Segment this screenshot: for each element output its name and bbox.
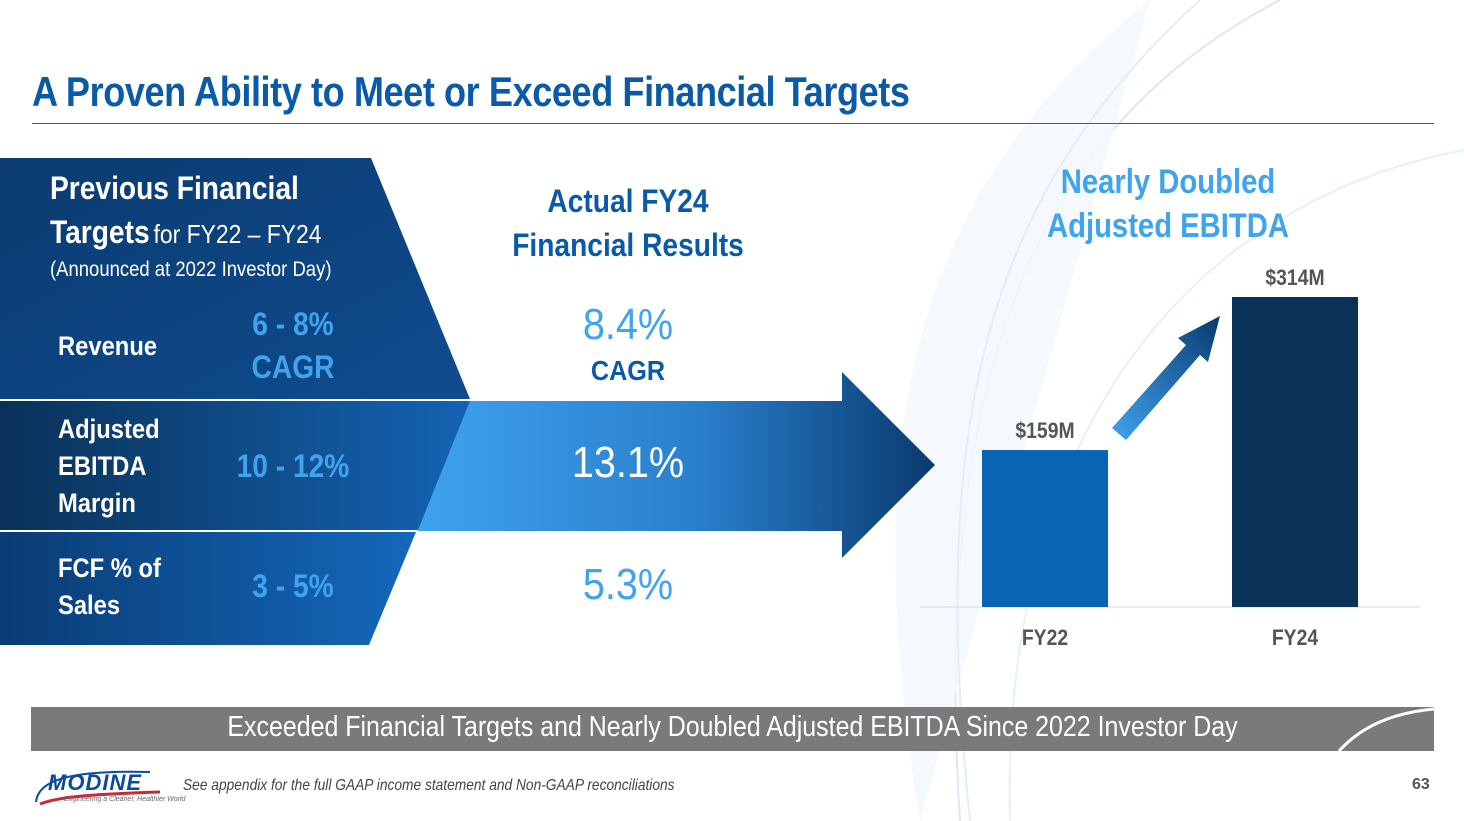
chart-title-line1: Nearly Doubled [1060, 163, 1276, 201]
bar-fy22 [982, 450, 1108, 607]
targets-subheading: (Announced at 2022 Investor Day) [50, 258, 332, 281]
revenue-target-unit: CAGR [251, 349, 335, 385]
logo-wordmark: MODINE [48, 770, 142, 795]
actual-fcf-value: 5.3% [582, 560, 674, 609]
bar-fy24 [1232, 297, 1358, 607]
fcf-target-value: 3 - 5% [252, 568, 334, 604]
actual-heading-line2: Financial Results [512, 227, 744, 263]
targets-block-mid [0, 401, 470, 530]
actual-revenue-unit: CAGR [590, 355, 666, 386]
actual-ebitda-value: 13.1% [571, 438, 685, 487]
results-arrow [410, 372, 935, 558]
modine-logo: MODINE Engineering a Cleaner, Healthier … [30, 766, 185, 810]
title-rule [32, 123, 1434, 124]
targets-heading-period: for FY22 – FY24 [153, 219, 322, 249]
targets-heading-line1: Previous Financial [50, 170, 299, 206]
bar-value-label-fy24: $314M [1265, 266, 1324, 290]
actual-heading-line1: Actual FY24 [547, 183, 709, 219]
revenue-target-value: 6 - 8% [252, 306, 334, 342]
actual-revenue-value: 8.4% [582, 300, 674, 349]
footnote: See appendix for the full GAAP income st… [183, 777, 675, 794]
x-tick-fy24: FY24 [1272, 626, 1319, 650]
fcf-label-line2: Sales [58, 590, 121, 620]
targets-heading-bold: Targets [50, 214, 150, 250]
ebitda-label-line2: EBITDA [58, 451, 147, 481]
logo-tagline: Engineering a Cleaner, Healthier World [64, 796, 186, 803]
targets-block-top [0, 158, 470, 399]
logo-swoosh-icon [35, 770, 161, 806]
chart-title-line2: Adjusted EBITDA [1046, 207, 1290, 245]
ebitda-target-value: 10 - 12% [236, 448, 350, 484]
slide-title: A Proven Ability to Meet or Exceed Finan… [32, 68, 910, 115]
ebitda-label-line1: Adjusted [58, 414, 160, 444]
ebitda-label-line3: Margin [58, 488, 136, 518]
fcf-label-line1: FCF % of [58, 553, 161, 583]
banner-swoosh-icon [1337, 707, 1434, 751]
x-tick-fy22: FY22 [1022, 626, 1068, 650]
page-number: 63 [1412, 776, 1430, 793]
targets-block-bot [0, 532, 416, 645]
chart-title: Nearly Doubled Adjusted EBITDA [1039, 160, 1297, 248]
bottom-banner-text: Exceeded Financial Targets and Nearly Do… [227, 711, 1238, 743]
bar-value-label-fy22: $159M [1015, 419, 1074, 443]
growth-arrow-icon [1112, 316, 1220, 440]
revenue-label: Revenue [58, 331, 158, 361]
targets-heading-line2: Targets for FY22 – FY24 [50, 214, 321, 251]
bottom-banner: Exceeded Financial Targets and Nearly Do… [31, 707, 1434, 751]
